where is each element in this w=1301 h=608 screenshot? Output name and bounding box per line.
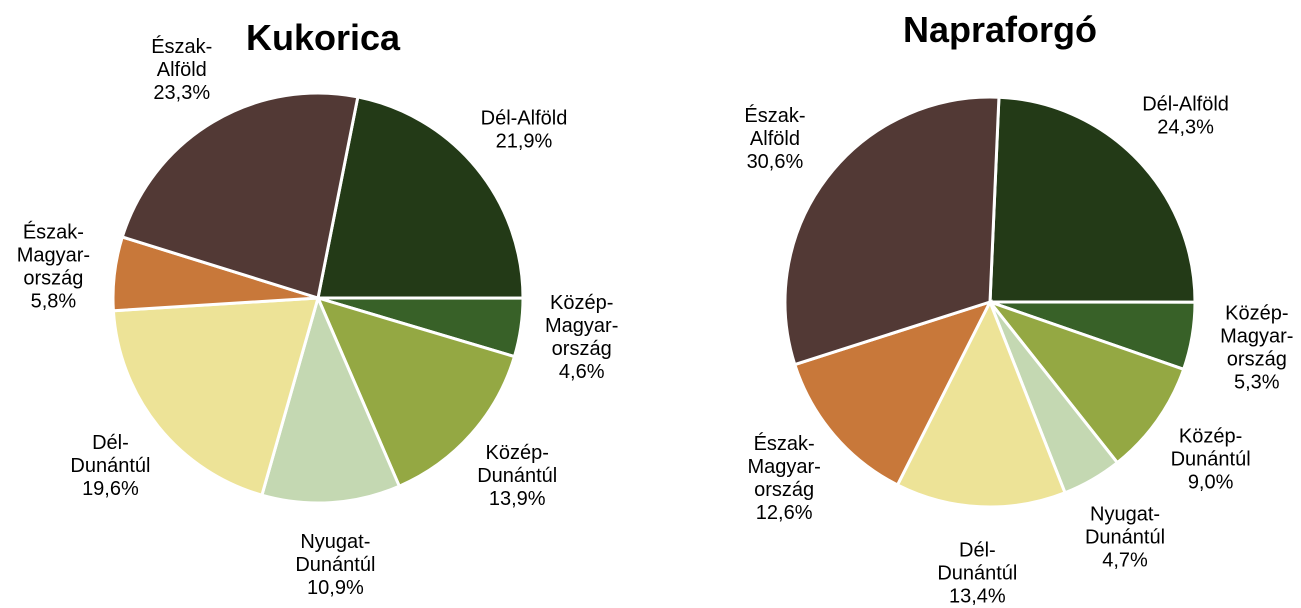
value-label: 12,6% [756, 502, 813, 524]
pie-slice [895, 298, 1067, 509]
category-label: Dél-Dunántúl [937, 539, 1017, 584]
pie-slice [315, 295, 517, 489]
pie-slice [783, 95, 1001, 367]
category-label: Közép-Dunántúl [477, 442, 557, 487]
value-label: 21,9% [496, 130, 553, 152]
value-label: 9,0% [1188, 472, 1234, 494]
pie-slice [120, 91, 360, 300]
category-label: Közép-Magyar-ország [1220, 303, 1293, 371]
value-label: 30,6% [747, 151, 804, 173]
category-label: Nyugat-Dunántúl [1085, 504, 1165, 549]
category-label: Észak-Alföld [151, 35, 212, 81]
value-label: 5,3% [1234, 372, 1280, 394]
value-label: 13,4% [949, 585, 1006, 607]
value-label: 10,9% [307, 577, 364, 599]
pie-slice [260, 293, 402, 505]
category-label: Dél-Dunántúl [70, 432, 150, 477]
value-label: 4,6% [559, 361, 605, 383]
pie-slice [111, 296, 321, 498]
value-label: 19,6% [82, 478, 139, 500]
category-label: Észak-Magyar-ország [747, 432, 820, 501]
value-label: 23,3% [153, 82, 210, 104]
chart-title: Napraforgó [903, 9, 1097, 50]
category-label: Dél-Alföld [481, 107, 568, 129]
pie-slice [988, 95, 1197, 304]
category-label: Közép-Dunántúl [1171, 426, 1251, 471]
category-label: Észak-Alföld [744, 104, 805, 150]
value-label: 13,9% [489, 488, 546, 510]
category-label: Dél-Alföld [1142, 93, 1229, 115]
category-label: Nyugat-Dunántúl [295, 531, 375, 576]
pie-slice [316, 95, 525, 300]
pie-slice [792, 299, 993, 487]
category-label: Észak-Magyar-ország [17, 221, 90, 290]
category-label: Közép-Magyar-ország [545, 292, 618, 360]
chart-title: Kukorica [246, 17, 401, 58]
value-label: 4,7% [1102, 550, 1148, 572]
value-label: 5,8% [31, 291, 77, 313]
value-label: 24,3% [1157, 116, 1214, 138]
pie-slice [985, 298, 1186, 465]
